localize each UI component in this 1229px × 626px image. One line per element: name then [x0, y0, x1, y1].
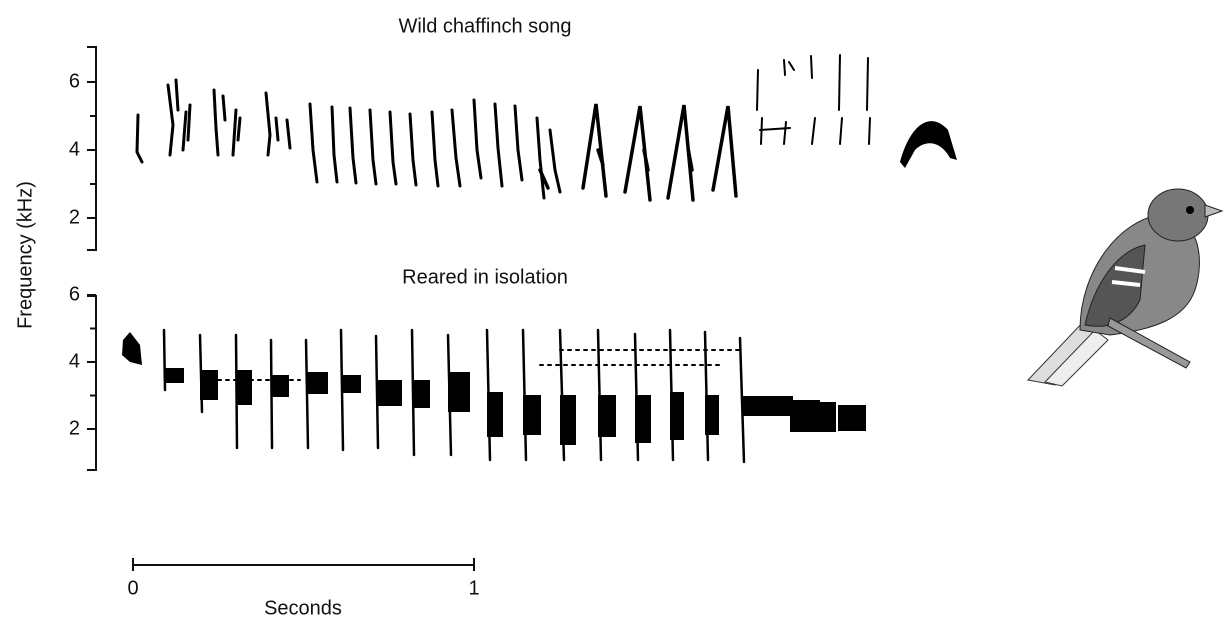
y-tick-label: 2: [69, 206, 80, 228]
y-axis: [87, 295, 97, 471]
time-tick-label: 1: [468, 577, 479, 599]
time-scale-bar: [132, 558, 475, 571]
y-tick-label: 6: [69, 283, 80, 305]
panel-title: Wild chaffinch song: [398, 15, 571, 37]
spectrogram-isolation: [122, 328, 866, 464]
time-tick-label: 0: [127, 577, 138, 599]
spectrogram-wild: [135, 54, 957, 202]
y-axis-label: Frequency (kHz): [14, 181, 36, 329]
y-tick-label: 4: [69, 350, 80, 372]
y-tick-label: 2: [69, 417, 80, 439]
y-axis: [87, 46, 97, 251]
y-tick-label: 4: [69, 138, 80, 160]
y-tick-label: 6: [69, 70, 80, 92]
chaffinch-illustration: [1027, 188, 1224, 387]
time-scale-label: Seconds: [264, 597, 342, 619]
panel-title: Reared in isolation: [402, 266, 568, 288]
